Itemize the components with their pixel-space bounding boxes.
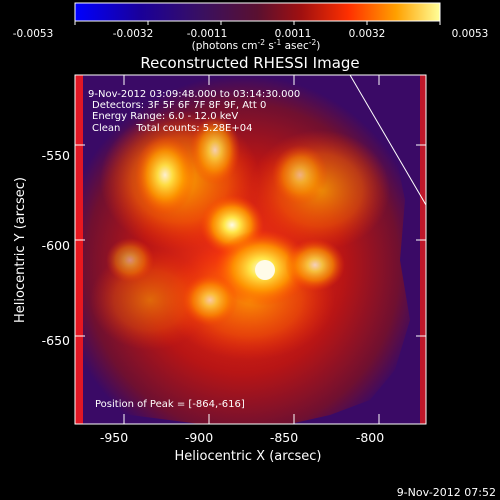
annotation-peak-position: Position of Peak = [-864,-616] — [95, 399, 245, 410]
x-axis-ticks — [123, 75, 380, 424]
colorbar-tick-label: 0.0032 — [349, 28, 386, 40]
colorbar-tick-label: 0.0053 — [452, 28, 489, 40]
colorbar-tick-label: -0.0011 — [187, 28, 228, 40]
y-tick-label: -600 — [42, 238, 70, 253]
plot-title: Reconstructed RHESSI Image — [140, 54, 359, 72]
x-tick-label: -850 — [270, 430, 298, 445]
x-tick-label: -800 — [356, 430, 384, 445]
peak-spot — [255, 260, 275, 280]
y-axis-label: Heliocentric Y (arcsec) — [13, 177, 28, 323]
x-tick-label: -950 — [100, 430, 128, 445]
x-axis-label: Heliocentric X (arcsec) — [175, 449, 322, 464]
colorbar-tick-label: -0.0053 — [13, 28, 54, 40]
x-tick-label: -900 — [185, 430, 213, 445]
y-axis-ticks — [75, 144, 426, 337]
rhessi-image-map — [75, 75, 426, 424]
plot-frame — [74, 74, 427, 425]
footer-timestamp: 9-Nov-2012 07:52 — [397, 486, 496, 499]
annotation-detectors: Detectors: 3F 5F 6F 7F 8F 9F, Att 0 — [92, 100, 266, 111]
y-tick-label: -550 — [42, 148, 70, 163]
colorbar-tick-label: -0.0032 — [113, 28, 154, 40]
colorbar-ticks — [74, 21, 441, 25]
annotation-clean: Clean Total counts: 5.28E+04 — [92, 123, 252, 134]
solar-limb-line — [349, 75, 426, 206]
colorbar — [74, 2, 441, 22]
colorbar-unit-label: (photons cm-2 s-1 asec-2) — [192, 38, 321, 52]
annotation-energy: Energy Range: 6.0 - 12.0 keV — [92, 111, 238, 122]
colorbar-tick-label: 0.0011 — [275, 28, 312, 40]
y-tick-label: -650 — [42, 333, 70, 348]
annotation-time-range: 9-Nov-2012 03:09:48.000 to 03:14:30.000 — [88, 89, 300, 100]
